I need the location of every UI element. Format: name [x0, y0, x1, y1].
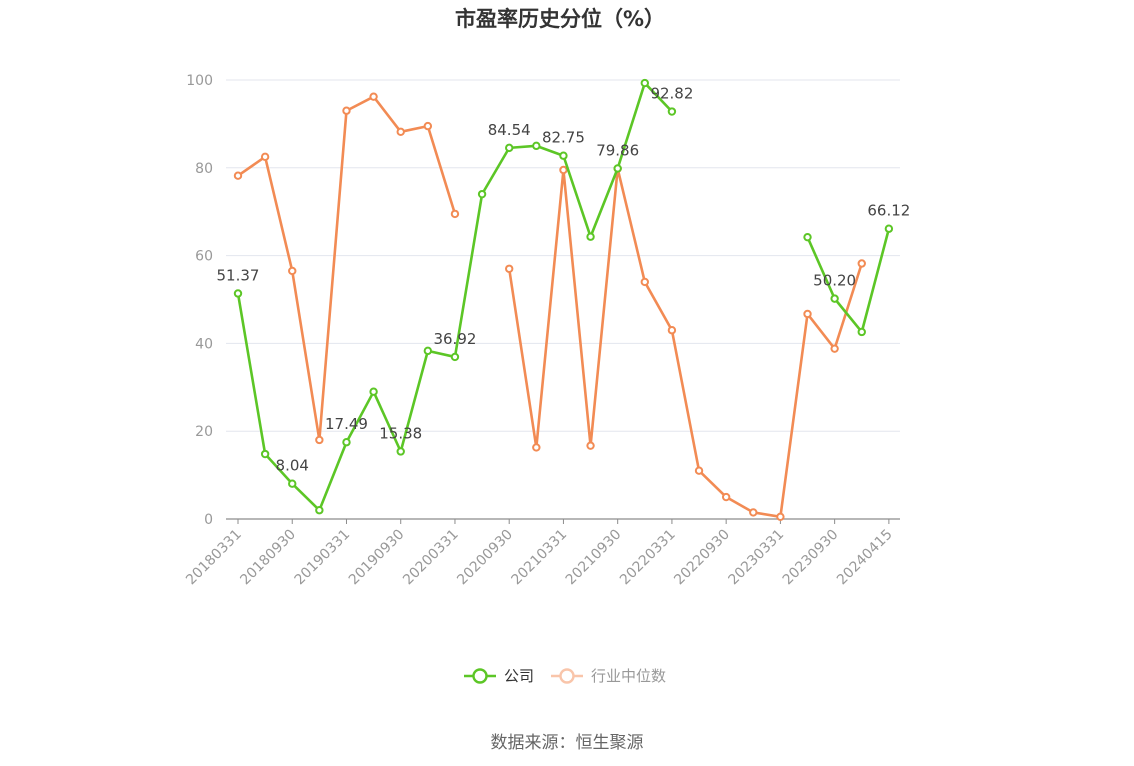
y-tick-label: 80 [195, 161, 213, 177]
legend-marker [559, 668, 575, 684]
data-point[interactable] [776, 512, 785, 522]
x-tick-label: 20180930 [237, 527, 299, 589]
data-point[interactable] [884, 224, 894, 233]
data-point[interactable] [803, 232, 812, 242]
data-point[interactable] [505, 264, 514, 273]
legend-label: 公司 [504, 667, 534, 685]
data-label: 50.20 [813, 272, 856, 290]
data-label: 84.54 [488, 121, 531, 139]
x-tick-label: 20200930 [454, 527, 516, 589]
data-label: 36.92 [433, 330, 476, 348]
data-point[interactable] [857, 327, 866, 337]
data-point[interactable] [721, 492, 731, 502]
data-point[interactable] [586, 232, 595, 241]
data-label: 17.49 [325, 415, 368, 433]
data-point[interactable] [532, 443, 541, 452]
legend-item-0[interactable]: 公司 [464, 667, 534, 685]
x-tick-label: 20210331 [509, 527, 571, 589]
data-point[interactable] [694, 466, 704, 475]
data-point[interactable] [233, 171, 243, 180]
data-point[interactable] [505, 143, 514, 153]
x-tick-label: 20230930 [780, 527, 842, 589]
y-tick-label: 20 [195, 424, 213, 440]
data-point[interactable] [830, 344, 839, 353]
series-line [806, 228, 891, 334]
legend-marker [472, 668, 488, 684]
data-label: 82.75 [542, 129, 585, 147]
data-point[interactable] [640, 277, 649, 287]
data-point[interactable] [559, 151, 568, 160]
data-point[interactable] [288, 479, 297, 488]
x-tick-label: 20240415 [834, 527, 896, 589]
data-point[interactable] [559, 165, 568, 175]
data-point[interactable] [260, 152, 270, 162]
series-1 [233, 92, 866, 522]
series-0 [233, 78, 894, 515]
data-point[interactable] [640, 78, 649, 88]
data-point[interactable] [369, 387, 378, 396]
data-point[interactable] [288, 266, 297, 276]
x-tick-label: 20200331 [400, 527, 462, 589]
data-point[interactable] [369, 92, 378, 101]
data-label: 66.12 [867, 202, 910, 220]
legend-item-1[interactable]: 行业中位数 [551, 667, 666, 685]
data-point[interactable] [450, 209, 460, 219]
series-line [237, 95, 457, 442]
data-point[interactable] [667, 326, 677, 335]
x-tick-label: 20190930 [346, 527, 408, 589]
grid-lines [226, 79, 900, 432]
legend-label: 行业中位数 [591, 667, 666, 685]
data-point[interactable] [396, 127, 405, 137]
data-point[interactable] [233, 289, 243, 298]
data-point[interactable] [830, 294, 839, 303]
source-note: 数据来源：恒生聚源 [491, 733, 644, 753]
data-label: 92.82 [650, 85, 693, 103]
x-tick-label: 20230331 [726, 527, 788, 589]
data-label: 51.37 [217, 266, 260, 284]
data-point[interactable] [803, 309, 812, 319]
data-point[interactable] [342, 106, 351, 115]
data-label: 15.38 [379, 424, 422, 442]
x-tick-label: 20210930 [563, 527, 625, 589]
x-tick-label: 20220930 [671, 527, 733, 589]
chart-title: 市盈率历史分位（%） [455, 7, 665, 31]
data-point[interactable] [749, 508, 758, 517]
data-point[interactable] [396, 447, 405, 456]
x-tick-label: 20180331 [183, 527, 245, 589]
data-point[interactable] [586, 441, 595, 450]
y-tick-label: 100 [186, 73, 213, 89]
x-tick-label: 20220331 [617, 527, 679, 589]
data-point[interactable] [532, 141, 541, 151]
data-label: 8.04 [276, 457, 309, 475]
y-tick-label: 0 [204, 512, 213, 528]
data-point[interactable] [342, 438, 351, 447]
y-tick-label: 40 [195, 336, 213, 352]
series-line [507, 167, 863, 519]
data-point[interactable] [315, 506, 324, 515]
data-label: 79.86 [596, 141, 639, 159]
data-point[interactable] [667, 107, 677, 116]
data-point[interactable] [315, 435, 324, 445]
series-lines [233, 78, 894, 522]
y-tick-label: 60 [195, 249, 213, 265]
data-labels: 51.37 8.04 17.49 15.38 36.92 84.54 82.75 79.86 9… [217, 85, 911, 475]
data-point[interactable] [423, 346, 433, 356]
data-point[interactable] [613, 164, 622, 173]
data-point[interactable] [423, 121, 433, 131]
data-point[interactable] [477, 189, 487, 199]
data-point[interactable] [857, 259, 866, 268]
data-point[interactable] [450, 352, 460, 362]
legend[interactable]: 公司 行业中位数 [464, 667, 666, 685]
axes: 0 20 40 60 80 100 2018033120180930201903312019… [183, 73, 900, 588]
data-point[interactable] [260, 449, 270, 459]
x-tick-label: 20190331 [292, 527, 354, 589]
